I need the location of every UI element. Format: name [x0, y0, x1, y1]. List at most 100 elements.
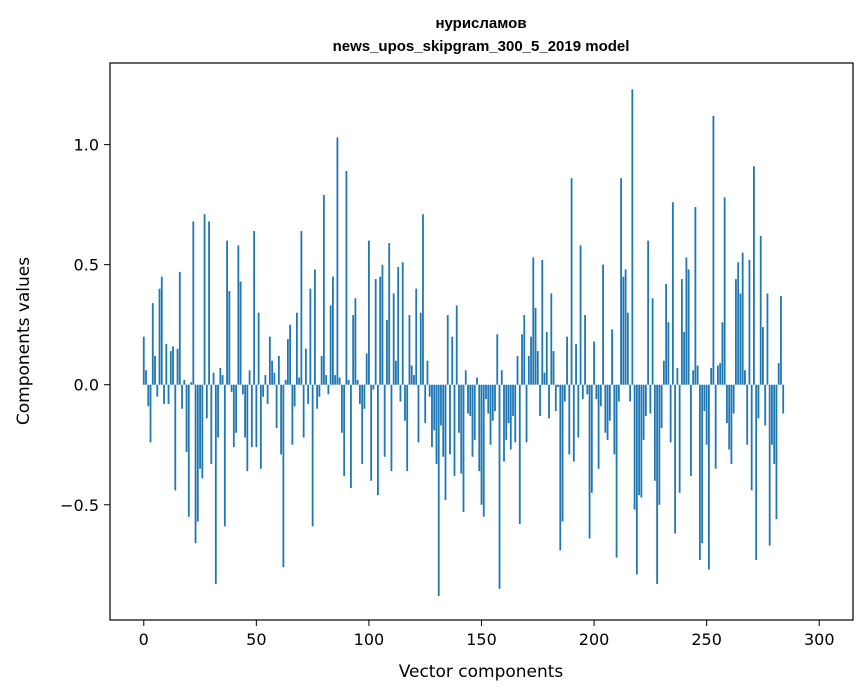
- bar: [259, 384, 262, 469]
- bar: [494, 384, 496, 412]
- bar: [309, 288, 312, 385]
- bar: [680, 279, 683, 385]
- bar: [442, 384, 445, 457]
- bar: [615, 384, 618, 558]
- x-tick-label: 300: [804, 630, 835, 649]
- bar: [316, 384, 319, 409]
- bar: [372, 384, 375, 390]
- bar: [717, 365, 719, 385]
- bar: [595, 384, 598, 400]
- bar: [766, 293, 769, 385]
- bar: [741, 252, 744, 385]
- bar: [381, 264, 384, 385]
- bar: [534, 307, 537, 385]
- bar: [635, 384, 638, 575]
- bar: [712, 115, 715, 385]
- bar: [440, 384, 442, 426]
- bar: [737, 262, 740, 385]
- bar: [581, 384, 584, 400]
- bar: [509, 384, 512, 450]
- bar: [302, 384, 305, 438]
- bar: [280, 384, 283, 455]
- bar: [568, 384, 571, 455]
- bar: [419, 312, 422, 385]
- bar: [518, 384, 521, 524]
- bar: [620, 178, 622, 385]
- bar: [311, 384, 314, 527]
- bar: [338, 377, 341, 385]
- bar: [304, 348, 307, 385]
- bar: [147, 384, 150, 407]
- bar: [295, 312, 298, 385]
- bar: [473, 384, 476, 440]
- bar: [705, 384, 708, 445]
- bar: [739, 293, 742, 385]
- bar: [575, 343, 577, 385]
- bar: [383, 384, 386, 457]
- bar: [491, 384, 494, 421]
- x-tick-label: 50: [246, 630, 266, 649]
- bar: [365, 353, 368, 385]
- bar: [379, 276, 382, 385]
- bar: [469, 384, 472, 416]
- bar: [732, 384, 735, 414]
- bar: [726, 384, 728, 424]
- bar: [446, 315, 449, 385]
- bar: [422, 214, 424, 385]
- bar: [205, 384, 208, 419]
- bar: [332, 276, 334, 385]
- bar: [410, 365, 413, 385]
- bar: [514, 384, 517, 443]
- bar: [757, 384, 760, 419]
- bar: [676, 367, 679, 385]
- bar: [149, 384, 152, 443]
- bar: [417, 384, 420, 443]
- y-tick-label: 0.0: [74, 376, 99, 395]
- bar: [262, 384, 264, 397]
- bar: [241, 384, 244, 395]
- bar: [426, 360, 429, 385]
- bar: [154, 355, 156, 385]
- bar: [638, 384, 641, 496]
- x-tick-label: 200: [579, 630, 610, 649]
- bar: [408, 315, 411, 385]
- bar: [696, 365, 699, 385]
- bar: [512, 384, 514, 416]
- bar: [250, 384, 253, 448]
- bar: [647, 240, 650, 385]
- bar: [458, 384, 460, 433]
- bar: [334, 375, 337, 385]
- bar: [327, 384, 330, 395]
- bar: [397, 267, 400, 385]
- bar: [782, 384, 785, 414]
- bar: [174, 384, 177, 491]
- bar: [237, 245, 240, 385]
- x-tick-label: 100: [354, 630, 385, 649]
- bar: [714, 384, 717, 469]
- bar: [721, 322, 724, 385]
- bar: [318, 384, 321, 397]
- bar: [239, 281, 242, 385]
- bar: [392, 293, 395, 385]
- y-tick-label: 1.0: [74, 136, 99, 155]
- bar: [613, 384, 616, 455]
- bar: [354, 298, 357, 385]
- x-axis-ticks: 0 50 100 150 200 250 300: [139, 620, 835, 649]
- bar: [361, 384, 364, 464]
- bar: [289, 324, 292, 385]
- bar: [404, 384, 406, 421]
- bar: [539, 384, 541, 416]
- bar: [212, 372, 215, 385]
- bar: [210, 384, 213, 464]
- bar: [431, 384, 433, 448]
- bar: [730, 384, 733, 464]
- bar: [606, 384, 609, 440]
- bar: [656, 384, 659, 584]
- bar: [370, 384, 373, 481]
- bar: [633, 384, 636, 510]
- bar: [169, 351, 172, 385]
- bar: [577, 384, 580, 438]
- bar: [496, 334, 499, 385]
- bar: [181, 384, 183, 409]
- bar: [298, 377, 301, 385]
